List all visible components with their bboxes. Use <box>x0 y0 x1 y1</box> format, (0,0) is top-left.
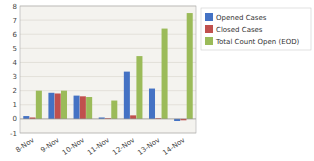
plot-frame <box>20 6 196 133</box>
bar <box>61 91 67 119</box>
zero-line <box>20 118 196 119</box>
x-tick-label: 10-Nov <box>61 136 86 157</box>
legend-swatch <box>205 25 213 33</box>
bar <box>187 13 193 119</box>
bar <box>48 93 54 119</box>
y-tick-label: 6 <box>13 31 18 39</box>
x-tick-label: 12-Nov <box>111 136 136 157</box>
x-tick-label: 14-Nov <box>161 136 186 157</box>
bar <box>80 96 86 119</box>
bar <box>111 101 117 119</box>
bar <box>174 119 180 121</box>
grid-line <box>20 104 196 105</box>
legend-frame <box>201 8 311 50</box>
bar <box>130 115 136 119</box>
grid-line <box>20 90 196 91</box>
y-tick-label: 8 <box>13 3 17 11</box>
legend-label: Total Count Open (EOD) <box>215 38 300 46</box>
y-tick-label: 4 <box>13 59 18 67</box>
legend-swatch <box>205 13 213 21</box>
chart: -10123456788-Nov9-Nov10-Nov11-Nov12-Nov1… <box>0 0 314 161</box>
bar <box>86 97 92 119</box>
grid-line <box>20 118 196 119</box>
bars <box>23 13 192 121</box>
grid-line <box>20 76 196 77</box>
bar <box>162 29 168 119</box>
y-tick-label: 7 <box>13 17 17 25</box>
y-tick-label: 1 <box>13 101 17 109</box>
bar <box>136 56 142 119</box>
legend-label: Opened Cases <box>216 14 267 22</box>
legend-label: Closed Cases <box>216 26 263 34</box>
y-tick-label: -1 <box>10 130 17 138</box>
bar <box>55 93 61 118</box>
bar <box>23 116 29 119</box>
y-tick-label: 3 <box>13 73 17 81</box>
x-tick-label: 13-Nov <box>136 136 161 157</box>
bar <box>124 72 130 119</box>
bar <box>149 89 155 119</box>
bar <box>74 96 80 119</box>
bar <box>36 91 42 119</box>
grid-line <box>20 48 196 49</box>
x-tick-label: 9-Nov <box>39 136 61 154</box>
y-tick-label: 5 <box>13 45 17 53</box>
grid-line <box>20 62 196 63</box>
grid-line <box>20 34 196 35</box>
legend-swatch <box>205 37 213 45</box>
x-tick-label: 11-Nov <box>86 136 111 157</box>
y-tick-label: 2 <box>13 87 17 95</box>
grid-line <box>20 20 196 21</box>
legend: Opened Cases Closed Cases Total Count Open… <box>201 8 311 50</box>
x-tick-label: 8-Nov <box>14 136 36 154</box>
plot-area <box>20 6 196 133</box>
y-tick-label: 0 <box>13 115 17 123</box>
